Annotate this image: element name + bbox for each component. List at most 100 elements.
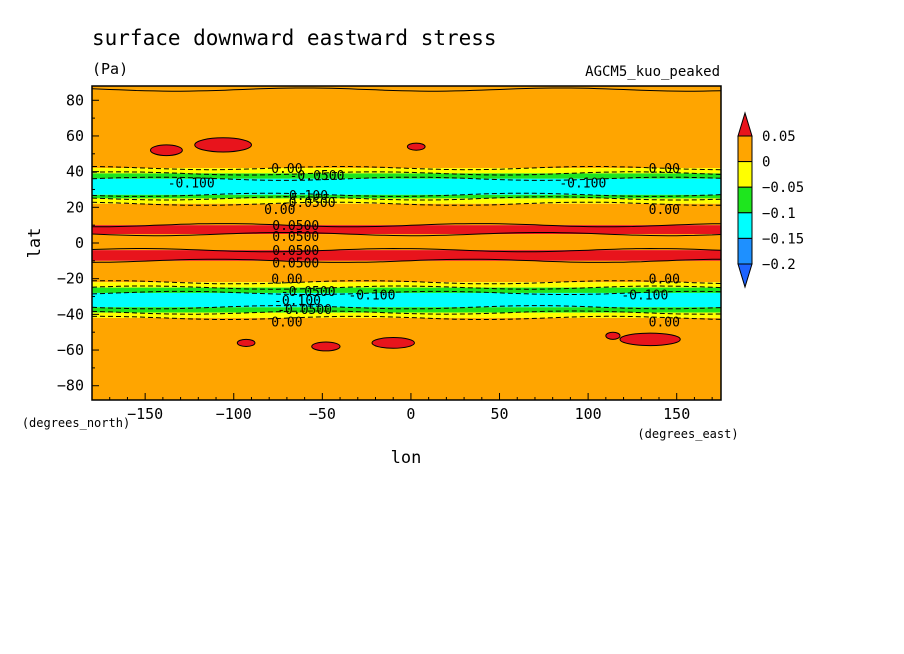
band-16 — [92, 312, 721, 318]
y-tick-label-5: −20 — [57, 270, 84, 288]
y-tick-label-6: −40 — [57, 305, 84, 323]
contour-label-13: 0.00 — [271, 273, 302, 288]
y-tick-label-2: 40 — [66, 163, 84, 181]
x-tick-label-2: −50 — [309, 405, 336, 423]
contour-label-10: 0.0500 — [272, 230, 319, 245]
band-11 — [92, 260, 721, 283]
x-tick-label-4: 50 — [490, 405, 508, 423]
contour-label-2: -0.100 — [168, 176, 215, 191]
colorbar-swatch-2 — [737, 161, 753, 188]
units-label: (Pa) — [92, 60, 128, 78]
y-tick-label-0: 80 — [66, 91, 84, 109]
contour-line-12 — [92, 285, 721, 290]
contour-line-15 — [92, 310, 721, 315]
positive-patch-6 — [605, 331, 621, 340]
contour-line-10 — [92, 258, 721, 263]
contour-label-21: 0.00 — [649, 316, 680, 331]
y-tick-label-7: −60 — [57, 341, 84, 359]
band-4 — [92, 178, 721, 195]
band-1 — [92, 89, 721, 169]
positive-patch-0 — [149, 144, 183, 157]
contour-label-3: -0.100 — [559, 176, 606, 191]
chart-title: surface downward eastward stress — [92, 26, 497, 50]
band-7 — [92, 203, 721, 226]
contour-lines — [92, 87, 721, 320]
contour-label-7: 0.00 — [264, 203, 295, 218]
contour-line-6 — [92, 201, 721, 206]
contour-label-0: 0.00 — [271, 162, 302, 177]
band-13 — [92, 287, 721, 293]
colorbar-label-0: 0.05 — [762, 129, 796, 145]
contour-label-19: -0.0500 — [277, 303, 332, 318]
contour-bands — [92, 86, 721, 400]
y-tick-label-4: 0 — [75, 234, 84, 252]
colorbar-swatch-1 — [737, 135, 753, 163]
contour-label-1: -0.0500 — [290, 169, 345, 184]
colorbar-top-arrow — [737, 111, 753, 137]
y-units-label: (degrees_north) — [22, 416, 130, 430]
positive-patches — [149, 137, 681, 352]
x-tick-label-1: −100 — [216, 405, 252, 423]
contour-line-13 — [92, 290, 721, 295]
colorbar-label-5: −0.2 — [762, 257, 796, 273]
contour-line-5 — [92, 196, 721, 201]
band-6 — [92, 198, 721, 204]
contour-label-16: -0.100 — [274, 294, 321, 309]
contour-label-12: 0.0500 — [272, 257, 319, 272]
band-0 — [92, 86, 721, 90]
band-17 — [92, 317, 721, 400]
contour-label-5: -0.100 — [281, 189, 328, 204]
contour-line-2 — [92, 171, 721, 176]
band-14 — [92, 292, 721, 308]
colorbar-swatch-5 — [737, 237, 753, 265]
x-axis-label: lon — [391, 448, 422, 468]
colorbar-label-2: −0.05 — [762, 180, 804, 196]
positive-patch-7 — [619, 332, 681, 347]
band-3 — [92, 173, 721, 179]
contour-line-0 — [92, 87, 721, 92]
colorbar-label-4: −0.15 — [762, 231, 804, 247]
colorbar-swatch-3 — [737, 186, 753, 214]
contour-label-18: -0.100 — [621, 289, 668, 304]
colorbar-label-3: −0.1 — [762, 206, 796, 222]
contour-line-7 — [92, 223, 721, 228]
contour-line-1 — [92, 166, 721, 171]
colorbar-bottom-arrow — [737, 263, 753, 289]
colorbar: 0.05 0 −0.05 −0.1 −0.15 −0.2 — [737, 111, 804, 289]
y-tick-label-8: −80 — [57, 377, 84, 395]
positive-patch-5 — [371, 337, 415, 349]
band-12 — [92, 282, 721, 288]
x-tick-label-5: 100 — [575, 405, 602, 423]
x-tick-label-6: 150 — [663, 405, 690, 423]
x-tick-label-3: 0 — [406, 405, 415, 423]
contour-line-11 — [92, 280, 721, 285]
colorbar-swatch-4 — [737, 212, 753, 239]
y-tick-label-3: 20 — [66, 198, 84, 216]
contour-label-9: 0.0500 — [272, 219, 319, 234]
plot-area: 0.00-0.0500-0.100 -0.1000.00-0.100-0.0500… — [91, 85, 722, 401]
band-8 — [92, 225, 721, 235]
contour-line-4 — [92, 192, 721, 197]
contour-label-4: 0.00 — [649, 162, 680, 177]
band-2 — [92, 168, 721, 174]
band-9 — [92, 234, 721, 251]
positive-patch-1 — [194, 137, 252, 153]
model-label: AGCM5_kuo_peaked — [585, 64, 720, 80]
contour-line-3 — [92, 176, 721, 181]
contour-line-16 — [92, 315, 721, 320]
band-10 — [92, 250, 721, 261]
y-axis-ticks: 80 60 40 20 0 −20 −40 −60 −80 — [57, 91, 99, 395]
contour-line-9 — [92, 247, 721, 253]
x-tick-label-0: −150 — [127, 405, 163, 423]
x-axis-ticks: −150 −100 −50 0 50 100 150 — [109, 393, 713, 423]
contour-line-8 — [92, 232, 721, 237]
contour-line-14 — [92, 305, 721, 310]
contour-label-11: 0.0500 — [272, 244, 319, 259]
contour-label-15: -0.0500 — [281, 285, 336, 300]
contour-label-6: -0.0500 — [281, 196, 336, 211]
positive-patch-4 — [311, 341, 341, 352]
contour-label-14: 0.00 — [649, 273, 680, 288]
contour-label-20: 0.00 — [271, 316, 302, 331]
x-units-label: (degrees_east) — [637, 427, 738, 441]
